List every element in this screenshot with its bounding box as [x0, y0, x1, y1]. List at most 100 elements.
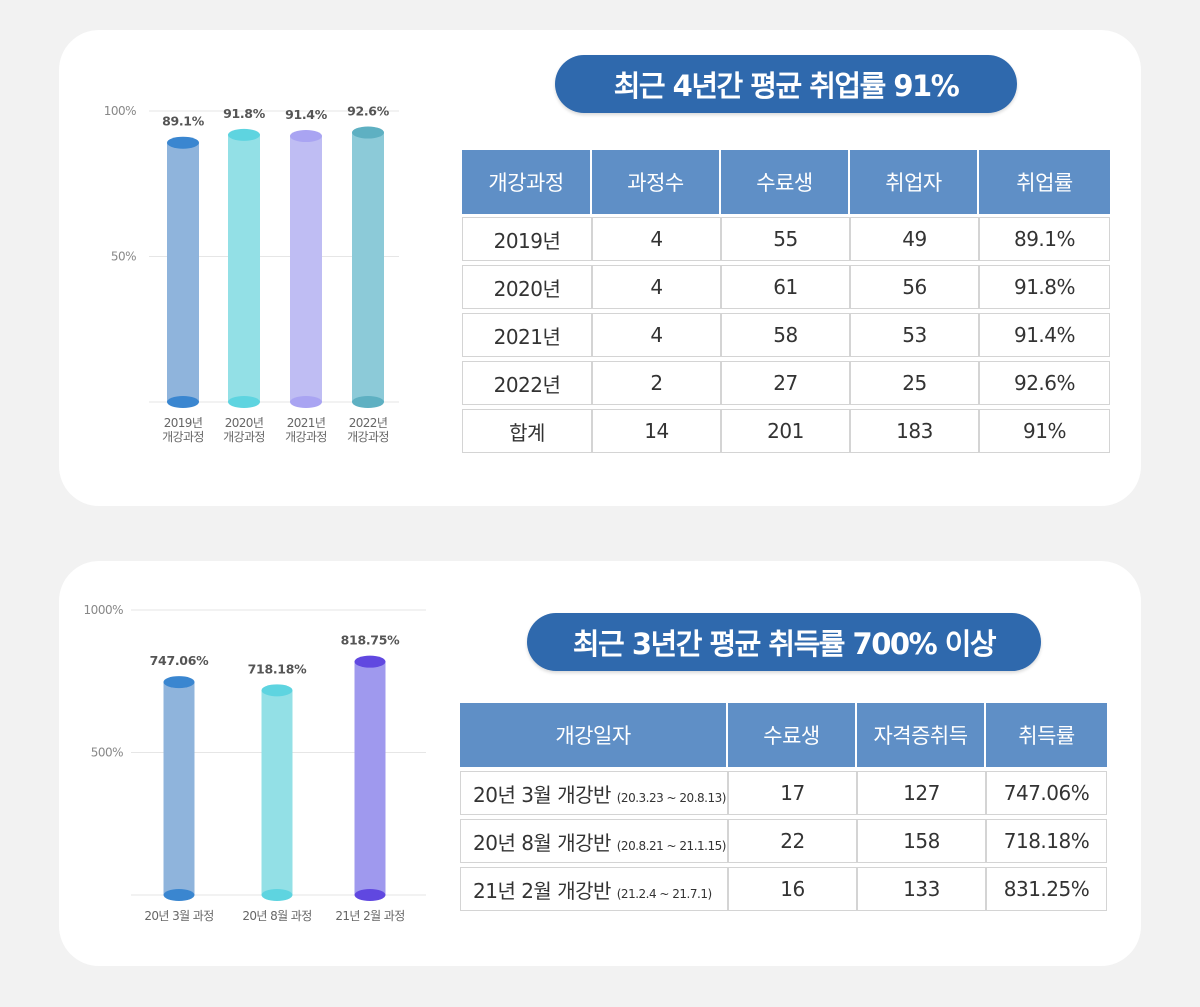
table-cell: 2	[592, 361, 721, 405]
table-cell: 2019년	[462, 217, 592, 261]
bar	[290, 130, 322, 408]
category-label: 개강과정	[347, 430, 389, 444]
table-cell: 718.18%	[986, 819, 1107, 863]
bar	[352, 126, 384, 408]
col-header-employed: 취업자	[850, 150, 979, 214]
bar	[354, 655, 386, 901]
employment-title: 최근 4년간 평균 취업률 91%	[555, 55, 1017, 113]
bar-top	[290, 130, 322, 143]
category-label: 21년 2월 과정	[335, 909, 404, 923]
category-label: 2019년	[164, 416, 203, 430]
table-cell: 183	[850, 409, 979, 453]
employment-table: 개강과정 과정수 수료생 취업자 취업률 2019년 4 55 49 89.1% 2020…	[462, 150, 1110, 453]
bar	[261, 684, 293, 901]
bar-top	[352, 126, 384, 139]
certification-panel: 1000% 500% 747.06% 20년 3월 과정 718.18% 20년 8월 과…	[59, 561, 1141, 966]
table-cell: 25	[850, 361, 979, 405]
class-name: 20년 3월 개강반	[473, 782, 611, 807]
col-header-course: 개강과정	[462, 150, 592, 214]
table-row: 합계 14 201 183 91%	[462, 409, 1110, 453]
col-header-graduates: 수료생	[728, 703, 857, 767]
category-label: 개강과정	[223, 430, 265, 444]
table-cell: 2020년	[462, 265, 592, 309]
col-header-rate: 취업률	[979, 150, 1110, 214]
certification-chart: 1000% 500% 747.06% 20년 3월 과정 718.18% 20년 8월 과…	[84, 603, 426, 923]
table-row: 20년 8월 개강반 (20.8.21 ~ 21.1.15) 22 158 718.1…	[460, 819, 1107, 863]
table-cell: 158	[857, 819, 986, 863]
col-header-count: 과정수	[592, 150, 721, 214]
table-cell: 91%	[979, 409, 1110, 453]
table-cell: 58	[721, 313, 850, 357]
table-cell: 91.8%	[979, 265, 1110, 309]
bar	[167, 136, 199, 408]
certification-title: 최근 3년간 평균 취득률 700% 이상	[527, 613, 1041, 671]
category-label: 2020년	[225, 416, 264, 430]
table-row: 2020년 4 61 56 91.8%	[462, 265, 1110, 309]
bar-top	[228, 128, 260, 141]
table-cell: 14	[592, 409, 721, 453]
employment-panel: 100% 50% 89.1% 2019년 개강과정 91.8% 2020년 개강과정 91.4%…	[59, 30, 1141, 506]
table-cell: 2021년	[462, 313, 592, 357]
table-cell: 17	[728, 771, 857, 815]
table-cell: 27	[721, 361, 850, 405]
value-label: 92.6%	[347, 104, 390, 119]
table-cell: 747.06%	[986, 771, 1107, 815]
value-label: 91.8%	[223, 106, 266, 121]
bar-base	[290, 396, 322, 408]
bar-body	[163, 682, 195, 895]
value-label: 747.06%	[150, 653, 209, 668]
table-cell: 92.6%	[979, 361, 1110, 405]
class-period: (20.8.21 ~ 21.1.15)	[616, 838, 727, 853]
table-cell: 89.1%	[979, 217, 1110, 261]
category-label: 20년 3월 과정	[144, 909, 213, 923]
class-name-cell: 21년 2월 개강반 (21.2.4 ~ 21.7.1)	[460, 867, 728, 911]
table-row: 21년 2월 개강반 (21.2.4 ~ 21.7.1) 16 133 831.25%	[460, 867, 1107, 911]
y-tick-label: 50%	[111, 250, 136, 264]
table-cell: 127	[857, 771, 986, 815]
table-cell: 91.4%	[979, 313, 1110, 357]
bar	[228, 128, 260, 408]
class-period: (20.3.23 ~ 20.8.13)	[616, 790, 727, 805]
bar-top	[354, 655, 386, 668]
table-cell: 16	[728, 867, 857, 911]
class-name-cell: 20년 3월 개강반 (20.3.23 ~ 20.8.13)	[460, 771, 728, 815]
table-cell: 53	[850, 313, 979, 357]
bar	[163, 676, 195, 901]
category-label: 2021년	[287, 416, 326, 430]
class-name-cell: 20년 8월 개강반 (20.8.21 ~ 21.1.15)	[460, 819, 728, 863]
table-cell: 61	[721, 265, 850, 309]
table-cell: 831.25%	[986, 867, 1107, 911]
bar-base	[354, 889, 386, 901]
bar-top	[167, 136, 199, 149]
bar-base	[352, 396, 384, 408]
bar-base	[167, 396, 199, 408]
table-cell: 4	[592, 265, 721, 309]
table-row: 20년 3월 개강반 (20.3.23 ~ 20.8.13) 17 127 747.0…	[460, 771, 1107, 815]
table-cell: 4	[592, 217, 721, 261]
bar-body	[352, 132, 384, 402]
col-header-start-date: 개강일자	[460, 703, 728, 767]
category-label: 2022년	[349, 416, 388, 430]
class-name: 21년 2월 개강반	[473, 878, 611, 903]
bar-base	[228, 396, 260, 408]
certification-table: 개강일자 수료생 자격증취득 취득률 20년 3월 개강반 (20.3.23 ~…	[460, 703, 1107, 911]
bar-base	[163, 889, 195, 901]
table-cell: 2022년	[462, 361, 592, 405]
bar-top	[163, 676, 195, 689]
bar-body	[261, 690, 293, 895]
bar-body	[354, 661, 386, 895]
value-label: 91.4%	[285, 107, 328, 122]
value-label: 818.75%	[341, 633, 400, 648]
category-label: 20년 8월 과정	[242, 909, 311, 923]
y-tick-label: 1000%	[84, 603, 124, 617]
y-tick-label: 500%	[91, 746, 123, 760]
table-cell: 56	[850, 265, 979, 309]
category-label: 개강과정	[162, 430, 204, 444]
table-cell: 합계	[462, 409, 592, 453]
table-cell: 55	[721, 217, 850, 261]
value-label: 718.18%	[248, 661, 307, 676]
table-row: 2019년 4 55 49 89.1%	[462, 217, 1110, 261]
class-name: 20년 8월 개강반	[473, 830, 611, 855]
class-period: (21.2.4 ~ 21.7.1)	[616, 886, 712, 901]
